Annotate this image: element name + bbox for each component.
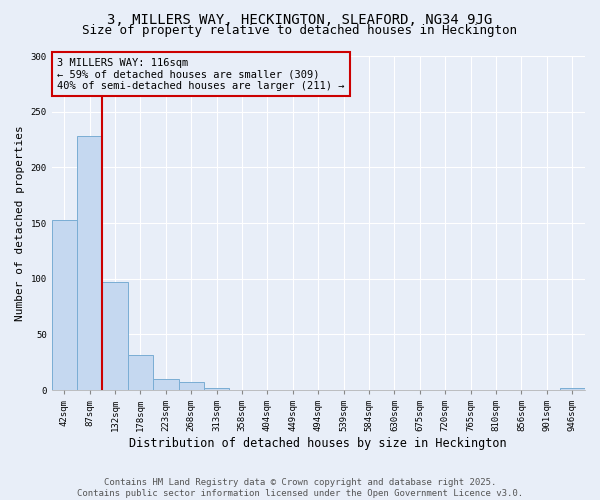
Bar (153, 379, 179, 390)
Bar (103, 282, 128, 390)
Text: 3 MILLERS WAY: 116sqm
← 59% of detached houses are smaller (309)
40% of semi-det: 3 MILLERS WAY: 116sqm ← 59% of detached … (57, 58, 344, 91)
Bar (77, 136, 103, 390)
Bar (52, 220, 77, 390)
Text: Size of property relative to detached houses in Heckington: Size of property relative to detached ho… (83, 24, 517, 37)
Text: 3, MILLERS WAY, HECKINGTON, SLEAFORD, NG34 9JG: 3, MILLERS WAY, HECKINGTON, SLEAFORD, NG… (107, 12, 493, 26)
Text: Contains HM Land Registry data © Crown copyright and database right 2025.
Contai: Contains HM Land Registry data © Crown c… (77, 478, 523, 498)
Y-axis label: Number of detached properties: Number of detached properties (15, 125, 25, 321)
Bar (179, 382, 204, 390)
X-axis label: Distribution of detached houses by size in Heckington: Distribution of detached houses by size … (130, 437, 507, 450)
Bar (204, 388, 229, 390)
Bar (128, 354, 153, 390)
Bar (560, 388, 585, 390)
